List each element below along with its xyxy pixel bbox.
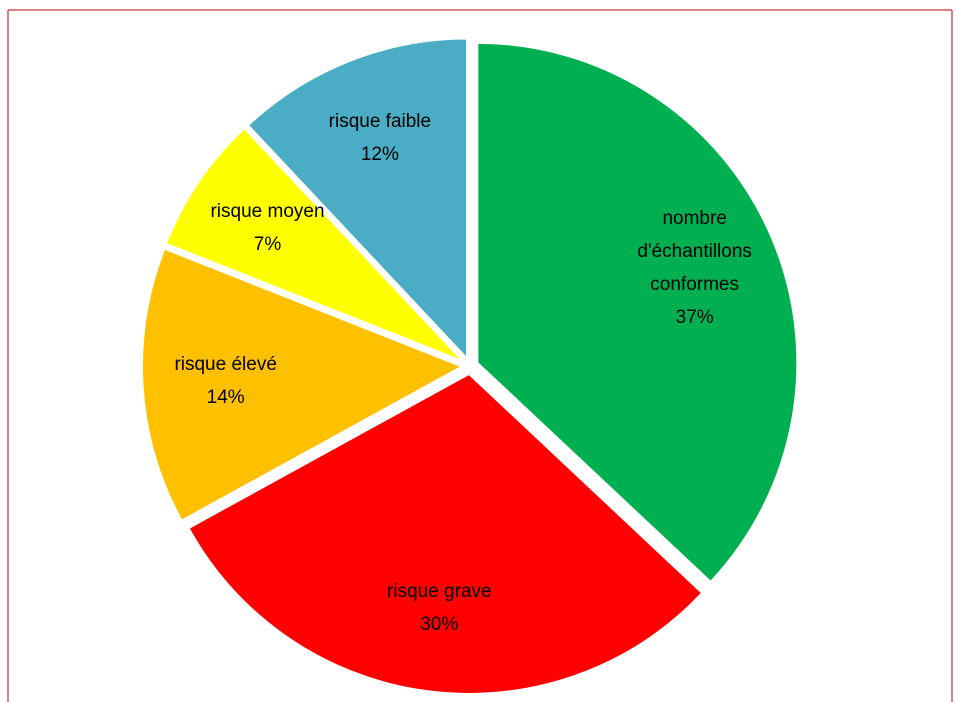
category-label: nombre d'échantillons conformes	[637, 208, 752, 296]
pie-slice	[164, 126, 465, 363]
slice-label: risque élevé 14%	[141, 311, 311, 451]
value-label: 12%	[360, 143, 399, 165]
slice-label-text: risque faible 12%	[295, 105, 465, 172]
labels: nombre d'échantillons conformes 37% risque…	[141, 68, 780, 679]
slice-label: nombre d'échantillons conformes 37%	[610, 199, 780, 339]
category-label: risque moyen	[210, 200, 325, 222]
slice-label: risque grave 30%	[354, 539, 524, 679]
slice-label-box: risque élevé 14%	[141, 311, 311, 451]
slice-label: risque faible 12%	[295, 68, 465, 208]
slice-label-box: risque moyen 7%	[183, 158, 353, 298]
pie	[141, 37, 799, 695]
slice-label-text: risque élevé 14%	[141, 348, 311, 415]
pie-slice	[141, 247, 465, 523]
category-label: risque faible	[328, 110, 432, 132]
pie-slice	[246, 37, 469, 362]
value-label: 37%	[675, 307, 714, 329]
pie-slice	[187, 372, 704, 695]
category-label: risque élevé	[174, 353, 277, 375]
slice-label: risque moyen 7%	[183, 158, 353, 298]
pie-slice	[476, 41, 799, 584]
value-label: 7%	[253, 233, 282, 255]
slice-label-box: risque faible 12%	[295, 68, 465, 208]
value-label: 14%	[206, 386, 245, 408]
slice-label-text: risque moyen 7%	[183, 195, 353, 262]
slice-label-box: risque grave 30%	[354, 539, 524, 679]
slice-label-text: nombre d'échantillons conformes 37%	[610, 202, 780, 335]
slice-label-box: nombre d'échantillons conformes 37%	[610, 199, 780, 339]
category-label: risque grave	[387, 581, 492, 603]
slice-label-text: risque grave 30%	[354, 575, 524, 642]
value-label: 30%	[420, 614, 459, 636]
